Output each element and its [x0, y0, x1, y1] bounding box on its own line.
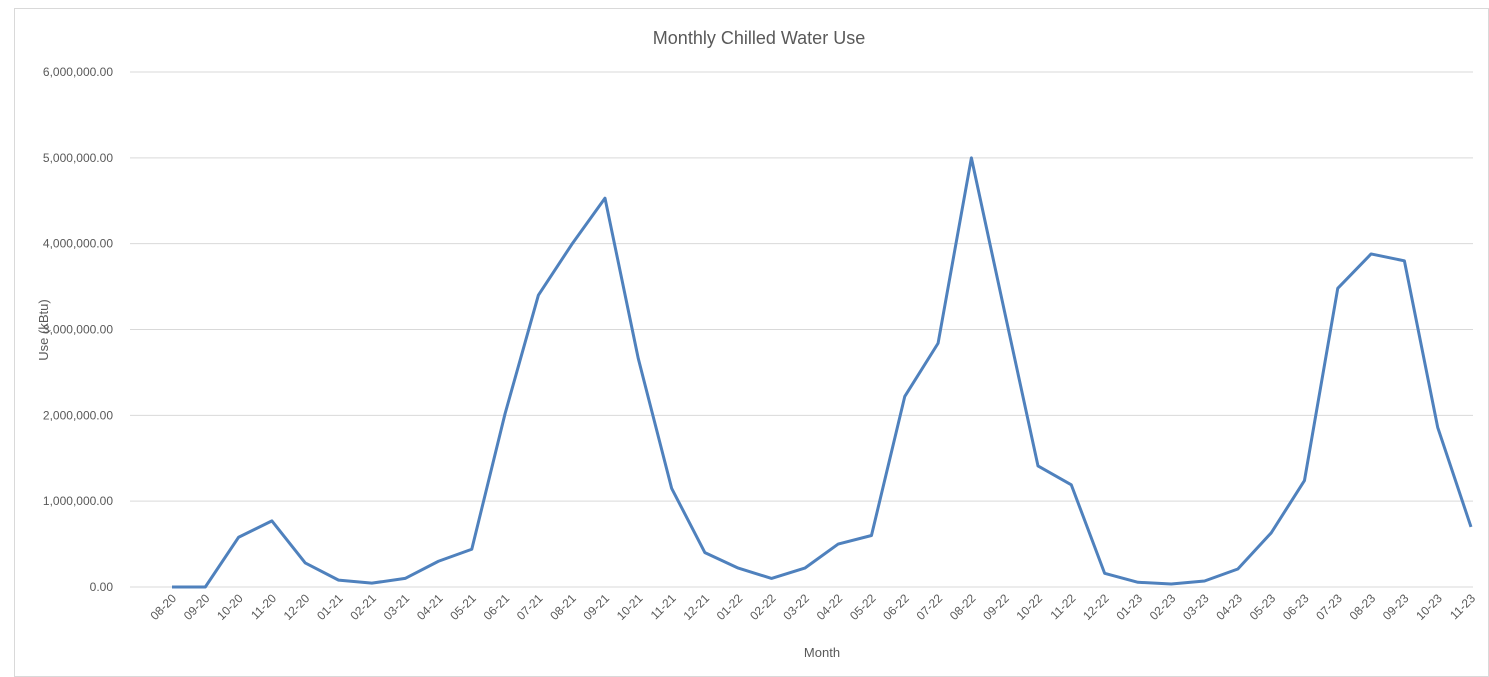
y-tick-label: 3,000,000.00	[43, 323, 113, 337]
y-tick-label: 2,000,000.00	[43, 408, 113, 422]
chart-title: Monthly Chilled Water Use	[653, 28, 865, 48]
y-tick-label: 0.00	[90, 580, 114, 594]
y-axis-label: Use (kBtu)	[36, 299, 51, 360]
y-tick-label: 6,000,000.00	[43, 65, 113, 79]
y-tick-label: 4,000,000.00	[43, 237, 113, 251]
y-tick-label: 1,000,000.00	[43, 494, 113, 508]
x-axis-label: Month	[804, 645, 840, 660]
data-line	[172, 156, 1473, 589]
chart-frame	[14, 8, 1489, 677]
y-tick-label: 5,000,000.00	[43, 151, 113, 165]
